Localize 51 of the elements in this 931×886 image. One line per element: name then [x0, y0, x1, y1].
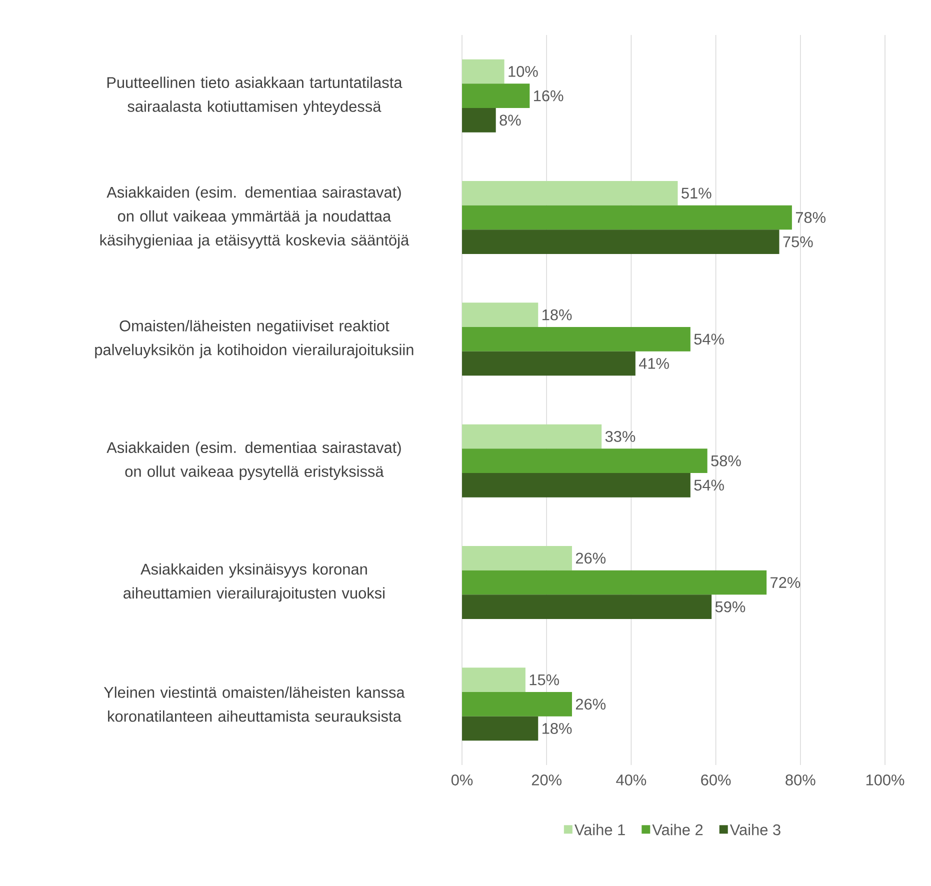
x-tick-label: 60%: [701, 774, 731, 786]
data-label: 54%: [694, 480, 724, 491]
data-label: 18%: [542, 309, 572, 320]
bar: [462, 230, 780, 254]
x-tick-label: 80%: [786, 774, 816, 786]
data-label: 59%: [715, 601, 746, 612]
data-label: 15%: [530, 674, 559, 686]
bar: [462, 448, 708, 473]
bar: [462, 326, 690, 352]
bar: [462, 594, 712, 619]
data-label: 26%: [576, 552, 606, 564]
y-tick-label: Asiakkaiden yksinäisyys koronan aiheuttamien vierailurajoitusten vuoksi: [124, 563, 384, 602]
data-label: 8%: [500, 114, 521, 126]
bar: [462, 546, 572, 570]
bar: [462, 84, 530, 108]
data-label: 58%: [711, 455, 741, 466]
legend-label: Vaihe 1: [574, 824, 625, 836]
bar: [462, 59, 504, 84]
x-tick-label: 100%: [866, 774, 904, 786]
data-label: 72%: [770, 577, 800, 588]
bar: [462, 692, 572, 716]
bar: [462, 424, 602, 449]
data-label: 33%: [605, 431, 636, 442]
bar: [462, 302, 538, 327]
bar: [462, 351, 636, 376]
bar: [462, 472, 690, 498]
data-label: 75%: [783, 236, 813, 248]
x-tick-label: 20%: [532, 774, 562, 786]
bar: [462, 205, 792, 230]
data-label: 18%: [542, 723, 572, 734]
bar: [462, 570, 767, 595]
data-label: 10%: [508, 66, 538, 77]
x-tick-label: 40%: [616, 774, 646, 786]
bar: [462, 668, 526, 692]
bar: [462, 716, 538, 741]
data-label: 41%: [638, 358, 669, 369]
y-tick-label: Omaisten/läheisten negatiiviset reaktiot palveluyksikön ja kotihoidon vierailurajoituksiin: [95, 320, 414, 358]
x-tick-label: 0%: [451, 774, 473, 786]
bar: [462, 108, 496, 132]
data-label: 16%: [534, 90, 564, 102]
legend-label: Vaihe 2: [652, 824, 703, 836]
legend-label: Vaihe 3: [730, 824, 780, 836]
data-label: 78%: [796, 212, 826, 223]
y-tick-label: Puutteellinen tieto asiakkaan tartuntatilasta sairaalasta kotiuttamisen yhteydessä: [107, 76, 402, 115]
y-tick-label: Asiakkaiden (esim. dementiaa sairastavat) on ollut vaikeaa ymmärtää ja noudattaa käsihygieniaa ja etäisyyttä koskevia sääntöjä: [100, 186, 410, 249]
y-tick-label: Yleinen viestintä omaisten/läheisten kanssa koronatilanteen aiheuttamista seurauksista: [104, 686, 405, 722]
data-label: 26%: [576, 698, 606, 710]
data-label: 51%: [682, 188, 712, 199]
bar: [462, 180, 678, 206]
y-tick-label: Asiakkaiden (esim. dementiaa sairastavat) on ollut vaikeaa pysytellä eristyksissä: [106, 442, 401, 480]
data-label: 54%: [694, 334, 724, 345]
